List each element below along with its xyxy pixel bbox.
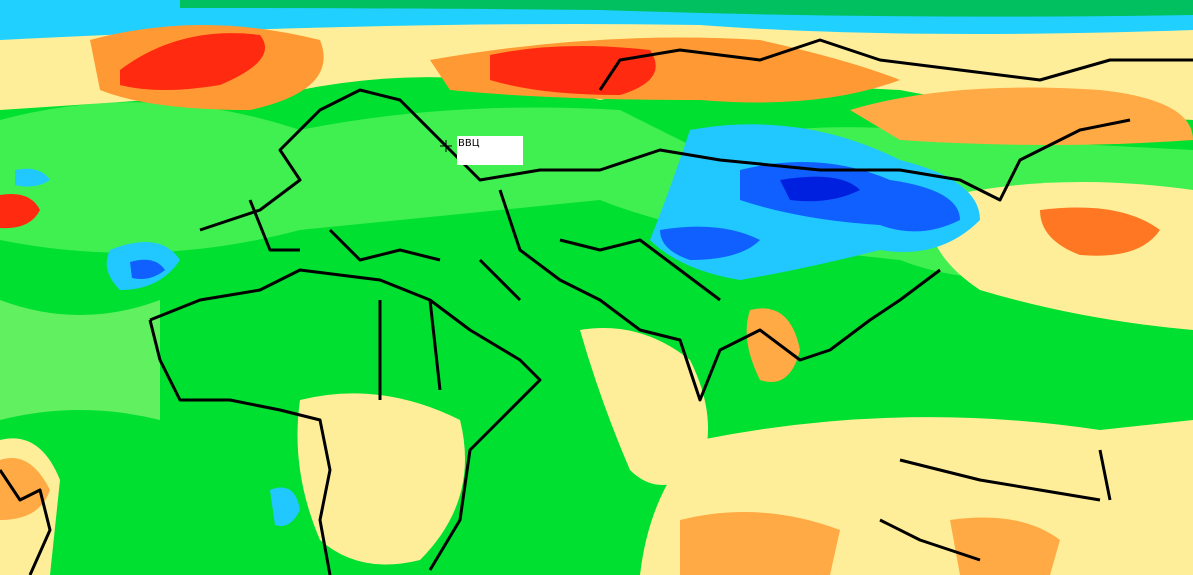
cyan-zone bbox=[15, 168, 50, 187]
orange-zone bbox=[746, 308, 800, 382]
coastline bbox=[879, 449, 1112, 562]
dark-blue-zone bbox=[780, 176, 860, 202]
red-zone bbox=[0, 194, 40, 229]
label-box bbox=[457, 136, 523, 165]
blue-zone bbox=[660, 226, 760, 260]
coastline bbox=[598, 38, 1193, 91]
station-label: ВВЦ bbox=[458, 138, 480, 149]
cyan-zone bbox=[270, 487, 300, 526]
red-zone bbox=[120, 33, 265, 90]
borders bbox=[0, 38, 1193, 575]
coastline bbox=[498, 189, 941, 402]
coastline bbox=[148, 319, 332, 575]
coastline bbox=[0, 469, 52, 575]
blue-zone bbox=[130, 259, 165, 279]
red-zone bbox=[490, 46, 656, 95]
yellow-zone bbox=[580, 328, 708, 485]
yellow-zone bbox=[297, 393, 465, 565]
coastline bbox=[149, 268, 542, 571]
orange-zone bbox=[680, 512, 840, 575]
orange-zone bbox=[1040, 207, 1160, 256]
border bbox=[248, 199, 721, 400]
orange-zone bbox=[0, 458, 50, 520]
coastline bbox=[199, 88, 1131, 232]
light-green bbox=[0, 300, 160, 420]
green-zone bbox=[180, 0, 1193, 17]
station-marker: ВВЦ bbox=[440, 136, 523, 165]
orange-zone bbox=[850, 87, 1193, 145]
